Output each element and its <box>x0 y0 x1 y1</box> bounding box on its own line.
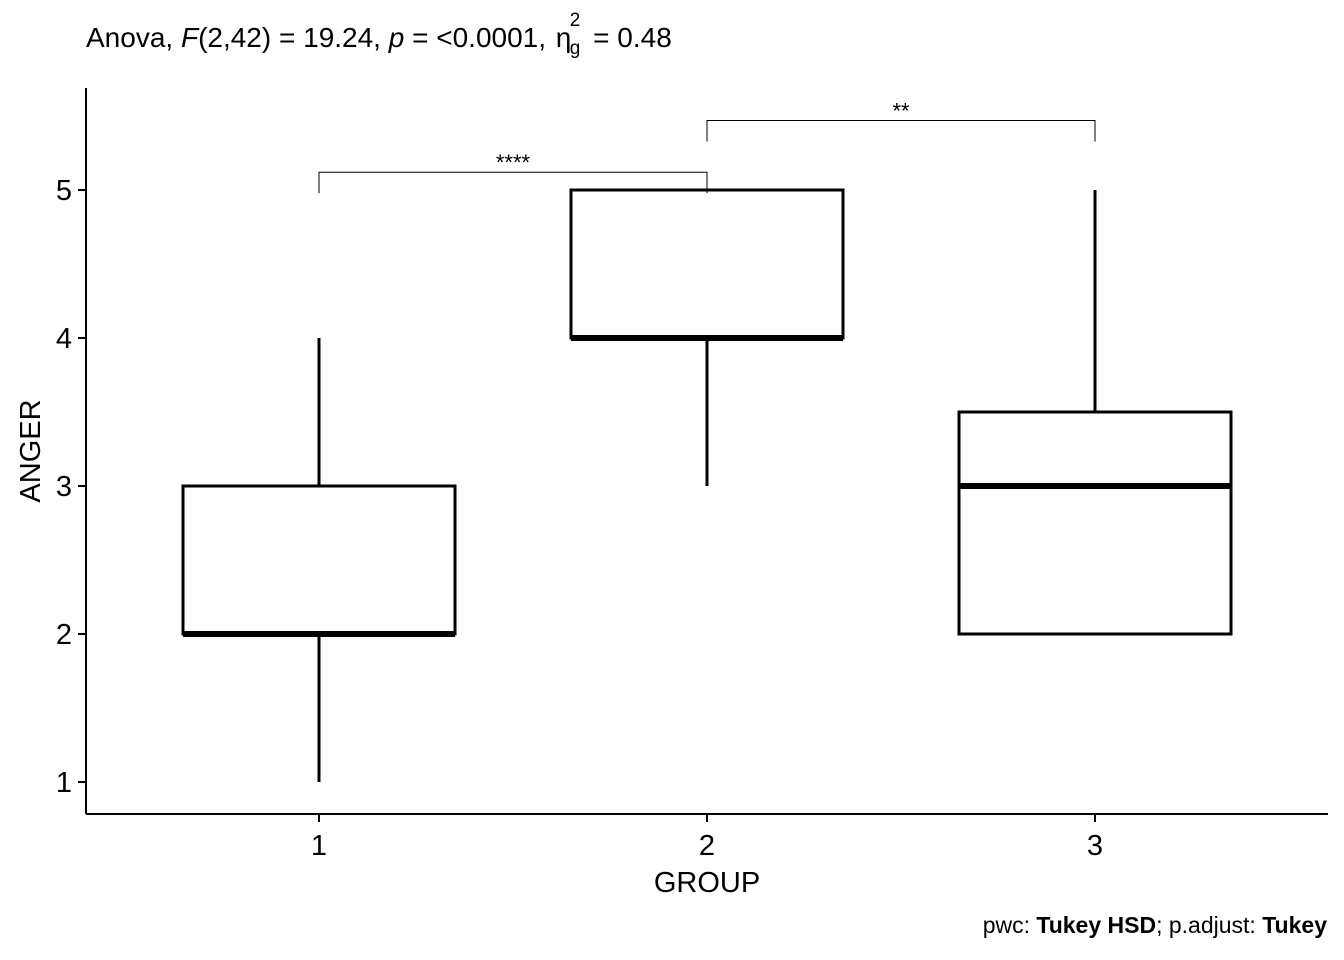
y-axis-title: ANGER <box>15 399 47 502</box>
box-group-1 <box>181 338 457 782</box>
boxes <box>181 188 1233 782</box>
box <box>181 484 457 636</box>
bracket-2-3: ** <box>706 98 1096 142</box>
bracket-1-2: **** <box>318 150 708 194</box>
x-tick-label: 3 <box>1087 830 1103 862</box>
x-tick-label: 1 <box>311 830 327 862</box>
y-tick-label: 3 <box>56 471 72 503</box>
x-axis-title: GROUP <box>654 867 760 899</box>
title-effect-symbol: η <box>555 22 572 53</box>
box-group-3 <box>957 190 1233 636</box>
title-effect-value: = 0.48 <box>585 22 672 53</box>
caption-pwc-value: Tukey HSD <box>1036 912 1157 938</box>
title-prefix: Anova, <box>86 22 181 53</box>
y-ticks: 1 2 3 4 5 <box>56 175 86 799</box>
box <box>957 410 1233 636</box>
caption-pwc-label: pwc: <box>982 912 1037 938</box>
title-p-symbol: p <box>388 22 405 53</box>
significance-label: **** <box>496 150 531 175</box>
title-df: (2,42) = 19.24, <box>198 22 389 53</box>
caption: pwc: Tukey HSD; p.adjust: Tukey <box>983 912 1327 939</box>
y-tick-label: 1 <box>56 767 72 799</box>
box-group-2 <box>569 188 845 486</box>
significance-brackets: ****** <box>318 98 1096 194</box>
x-ticks: 1 2 3 <box>311 814 1103 862</box>
caption-sep: ; p.adjust: <box>1156 912 1263 938</box>
y-tick-label: 4 <box>56 323 72 355</box>
bracket-line <box>318 171 708 194</box>
box <box>569 188 845 340</box>
title-p-value: = <0.0001, <box>404 22 554 53</box>
title-stat-symbol: F <box>180 22 199 53</box>
title-effect-sub: g <box>569 38 581 59</box>
title-effect-sup: 2 <box>569 10 581 31</box>
x-tick-label: 2 <box>699 830 715 862</box>
significance-label: ** <box>892 98 910 123</box>
y-tick-label: 5 <box>56 175 72 207</box>
bracket-line <box>706 119 1096 142</box>
y-tick-label: 2 <box>56 619 72 651</box>
caption-adjust-value: Tukey <box>1262 912 1327 938</box>
